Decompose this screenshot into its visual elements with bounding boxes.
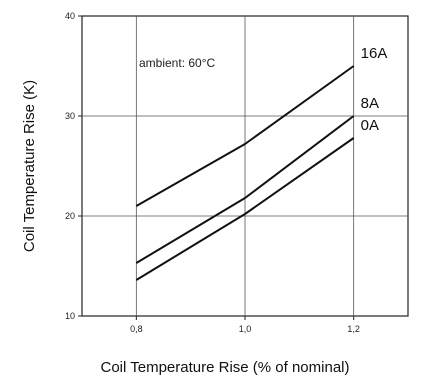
series-label-16a: 16A	[361, 45, 388, 62]
x-tick-label: 1,0	[239, 324, 252, 334]
y-tick-label: 10	[65, 311, 75, 321]
y-tick-label: 40	[65, 11, 75, 21]
y-axis-title: Coil Temperature Rise (K)	[21, 80, 38, 252]
y-tick-label: 20	[65, 211, 75, 221]
x-axis-title: Coil Temperature Rise (% of nominal)	[101, 359, 350, 376]
annotation-ambient: ambient: 60°C	[139, 56, 216, 70]
x-tick-label: 0,8	[130, 324, 143, 334]
x-tick-label: 1,2	[347, 324, 360, 334]
series-label-8a: 8A	[361, 95, 379, 112]
series-label-0a: 0A	[361, 117, 379, 134]
y-tick-label: 30	[65, 111, 75, 121]
